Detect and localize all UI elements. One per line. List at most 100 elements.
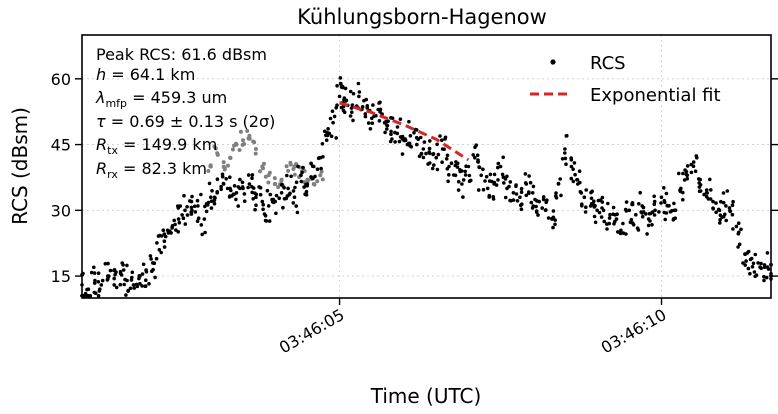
rcs-point (225, 186, 230, 191)
rcs-point (559, 193, 563, 198)
rcs-point (619, 228, 623, 233)
rcs-point (711, 199, 715, 204)
excluded-rcs-point (279, 178, 284, 183)
rcs-point (294, 204, 299, 208)
rcs-point (395, 125, 400, 129)
excluded-rcs-point (320, 177, 325, 182)
rcs-point (762, 274, 766, 279)
rcs-point (714, 201, 718, 205)
rcs-point (421, 147, 426, 151)
rcs-point (670, 208, 674, 213)
excluded-rcs-point (284, 164, 289, 169)
rcs-point (185, 205, 189, 209)
rcs-point (135, 284, 140, 289)
rcs-point (351, 118, 355, 123)
rcs-point (291, 201, 296, 205)
rcs-point (253, 207, 257, 212)
rcs-point (302, 185, 306, 189)
rcs-point (137, 276, 141, 281)
rcs-point (393, 140, 397, 144)
rcs-point (328, 116, 333, 121)
rcs-point (681, 171, 685, 176)
rcs-point (185, 213, 190, 217)
excluded-rcs-point (253, 151, 258, 156)
annotation-tau: τ = 0.69 ± 0.13 s (2σ) (96, 112, 275, 131)
rcs-point (705, 191, 709, 195)
excluded-rcs-point (208, 164, 213, 169)
rcs-point (279, 191, 284, 195)
excluded-rcs-point (228, 156, 233, 160)
rcs-point (571, 179, 576, 184)
rcs-point (607, 216, 612, 220)
rcs-point (199, 223, 204, 227)
rcs-point (611, 205, 616, 210)
rcs-point (541, 195, 546, 199)
rcs-point (378, 100, 382, 105)
rcs-point (736, 221, 741, 225)
rcs-point (662, 198, 667, 203)
rcs-point (519, 190, 524, 194)
rcs-point (498, 164, 503, 169)
rcs-point (250, 173, 255, 177)
rcs-point (348, 89, 353, 94)
x-tick-label: 03:46:10 (598, 305, 670, 357)
rcs-point (571, 167, 575, 171)
excluded-rcs-point (292, 172, 297, 177)
rcs-point (718, 213, 723, 217)
rcs-point (724, 204, 728, 208)
rcs-point (476, 188, 481, 192)
chart-title: Kühlungsborn-Hagenow (297, 5, 547, 29)
rcs-point (261, 202, 266, 207)
rcs-point (569, 164, 574, 169)
rcs-point (435, 142, 439, 147)
rcs-point (357, 94, 361, 99)
rcs-point (172, 218, 176, 223)
rcs-point (564, 134, 569, 138)
rcs-point (289, 174, 293, 179)
rcs-point (213, 196, 217, 200)
rcs-point (400, 152, 405, 156)
rcs-point (476, 160, 481, 164)
rcs-point (393, 130, 397, 135)
rcs-point (247, 182, 252, 186)
rcs-point (553, 222, 557, 227)
rcs-point (371, 103, 375, 107)
rcs-point (540, 206, 544, 210)
rcs-point (624, 200, 629, 204)
rcs-point (408, 134, 413, 138)
rcs-point (181, 216, 186, 220)
rcs-point (748, 271, 752, 276)
rcs-point (514, 184, 518, 189)
rcs-point (319, 166, 323, 171)
rcs-point (473, 155, 477, 160)
rcs-point (673, 216, 677, 220)
rcs-point (618, 231, 623, 236)
rcs-point (693, 169, 698, 173)
annotation-lambda: λmfp = 459.3 um (95, 88, 227, 110)
rcs-point (765, 251, 770, 255)
rcs-point (296, 164, 300, 169)
rcs-point (648, 219, 652, 223)
rcs-point (515, 199, 520, 203)
rcs-point (316, 156, 321, 161)
rcs-point (464, 164, 468, 168)
excluded-rcs-point (213, 146, 218, 151)
rcs-point (162, 245, 167, 249)
rcs-point (338, 76, 343, 80)
annotation-box: Peak RCS: 61.6 dBsm h = 64.1 km λmfp = 4… (95, 45, 275, 181)
rcs-point (698, 189, 703, 193)
rcs-point (123, 277, 127, 282)
rcs-point (192, 204, 197, 209)
rcs-point (530, 191, 535, 195)
rcs-point (92, 265, 96, 270)
rcs-point (479, 173, 484, 178)
rcs-point (132, 286, 136, 290)
rcs-point (716, 207, 721, 212)
excluded-rcs-point (237, 148, 242, 152)
rcs-point (664, 191, 669, 196)
legend-rcs-marker (550, 59, 556, 65)
rcs-point (415, 142, 419, 147)
rcs-point (419, 152, 424, 156)
rcs-point (640, 214, 645, 219)
